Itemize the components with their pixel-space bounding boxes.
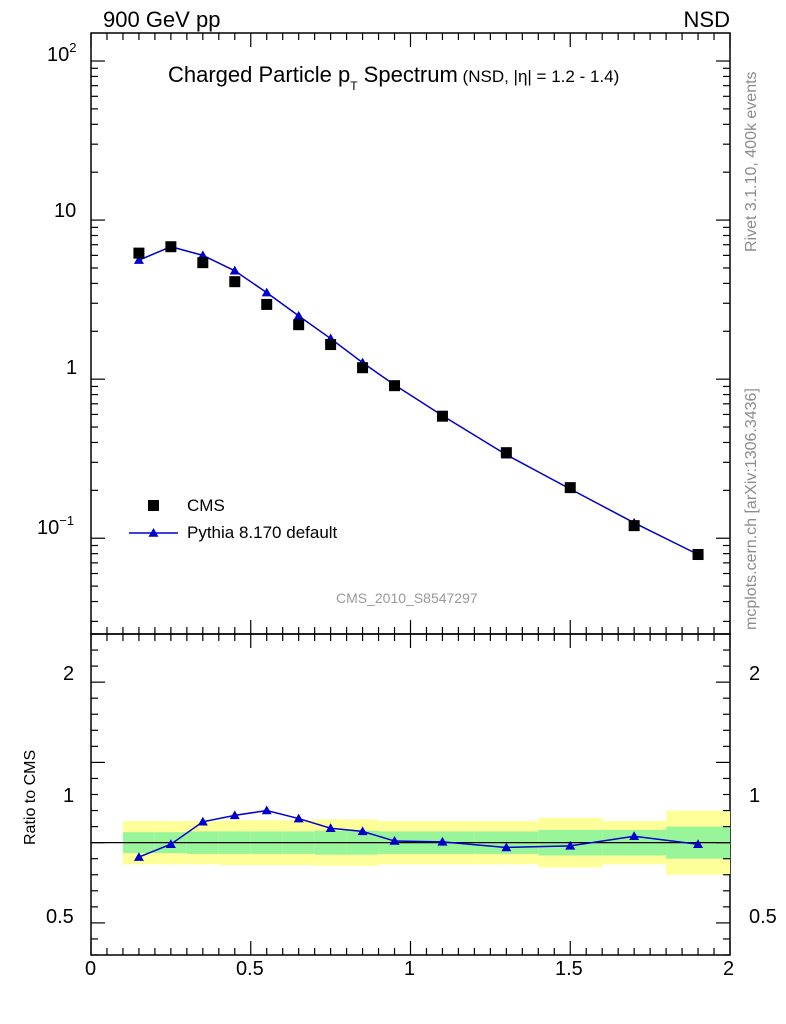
cms-point <box>436 410 448 422</box>
legend-marks <box>129 500 178 537</box>
main-y-tick-10: 10 <box>54 200 77 222</box>
ratio-point <box>389 836 400 845</box>
process-label: NSD <box>683 7 730 32</box>
cms-point <box>357 362 369 374</box>
ratio-series <box>133 805 704 861</box>
ratio-axis-label: Ratio to CMS <box>22 749 39 845</box>
x-tick-0p5: 0.5 <box>236 958 264 980</box>
ratio-axis-ticks <box>90 633 731 956</box>
mc-point <box>261 287 272 297</box>
analysis-id: CMS_2010_S8547297 <box>336 590 478 606</box>
legend-pythia-marker <box>148 528 159 537</box>
x-tick-1: 1 <box>404 958 416 980</box>
cms-point <box>500 447 512 459</box>
ratio-panel-frame <box>90 633 731 956</box>
energy-label: 900 GeV pp <box>103 7 221 32</box>
mc-point <box>197 250 208 260</box>
ratio-point <box>325 823 336 832</box>
ratio-point <box>565 840 576 850</box>
title-main: Charged Particle p <box>168 62 351 87</box>
ratio-point <box>293 813 304 823</box>
cms-point <box>325 339 337 351</box>
ratio-frame-rect <box>90 633 731 956</box>
ratio-y-tick-0p5-left: 0.5 <box>46 906 74 928</box>
cms-point <box>628 520 640 532</box>
mc-point <box>293 310 304 320</box>
legend-cms-label: CMS <box>187 496 225 515</box>
legend-pythia-label: Pythia 8.170 default <box>187 523 338 542</box>
ratio-point <box>165 839 176 849</box>
ratio-y-tick-0p5-right: 0.5 <box>749 906 777 928</box>
x-tick-0: 0 <box>85 958 97 980</box>
ratio-point <box>501 842 512 852</box>
ratio-point <box>629 831 640 840</box>
main-y-tick-0p1: 10−1 <box>37 513 75 539</box>
cms-point <box>165 241 177 253</box>
legend-cms-marker <box>148 500 159 511</box>
mc-point <box>133 255 144 264</box>
ratio-point <box>197 816 208 826</box>
ratio-point <box>261 805 272 815</box>
title-subscript: T <box>350 79 358 93</box>
ratio-y-tick-2-left: 2 <box>63 663 75 685</box>
main-axis-ticks <box>90 33 731 634</box>
ratio-y-tick-2-right: 2 <box>749 663 761 685</box>
x-tick-2: 2 <box>723 958 735 980</box>
x-tick-1p5: 1.5 <box>555 958 583 980</box>
ratio-point <box>437 836 448 846</box>
plot-title: Charged Particle pT Spectrum (NSD, |η| =… <box>168 62 620 93</box>
ratio-point <box>133 852 144 861</box>
mc-point <box>229 265 240 275</box>
ratio-point <box>357 826 368 836</box>
cms-point <box>229 276 241 288</box>
cms-point <box>564 482 576 494</box>
cms-point <box>389 380 401 392</box>
cms-point <box>261 298 273 310</box>
data-series <box>133 241 704 561</box>
ratio-point <box>229 810 240 820</box>
ratio-line <box>138 809 699 858</box>
title-qualifier: (NSD, |η| = 1.2 - 1.4) <box>457 67 620 86</box>
ratio-y-tick-1-right: 1 <box>749 785 761 807</box>
rivet-info: Rivet 3.1.10, 400k events <box>743 71 760 252</box>
title-main-after: Spectrum <box>357 62 458 87</box>
main-panel-frame <box>90 32 731 635</box>
cms-point <box>197 257 209 269</box>
main-y-tick-1: 1 <box>66 357 78 379</box>
cms-point <box>692 549 704 561</box>
cms-point <box>293 319 305 331</box>
main-y-tick-100: 102 <box>47 40 77 66</box>
ratio-point <box>693 839 704 849</box>
cms-point <box>133 247 145 259</box>
ratio-y-tick-1-left: 1 <box>63 785 75 807</box>
main-frame-rect <box>90 32 731 635</box>
source-info: mcplots.cern.ch [arXiv:1306.3436] <box>743 388 760 630</box>
